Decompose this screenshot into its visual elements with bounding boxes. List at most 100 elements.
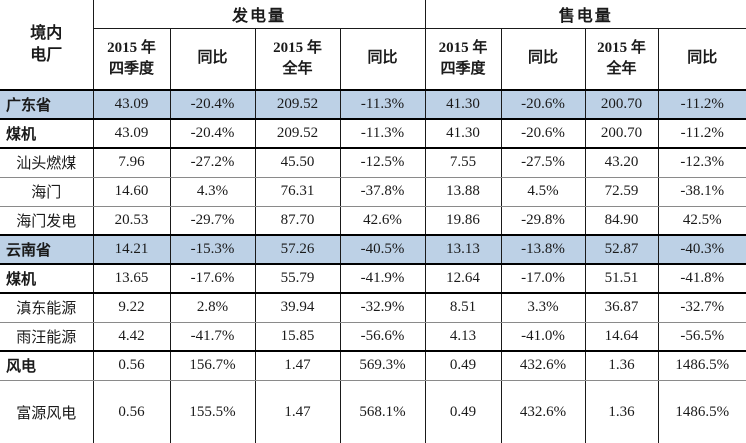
value-cell: 84.90 (585, 206, 659, 236)
value-cell: 76.31 (255, 177, 341, 207)
value-cell: 51.51 (585, 264, 659, 294)
value-cell: 45.50 (255, 148, 341, 178)
value-cell: 52.87 (585, 235, 659, 265)
value-cell: -56.6% (340, 322, 426, 352)
value-cell: 4.42 (93, 322, 171, 352)
value-cell: -38.1% (658, 177, 746, 207)
table-row-fuyuan-wind: 富源风电 0.56 155.5% 1.47 568.1% 0.49 432.6%… (0, 380, 746, 443)
value-cell: -15.3% (170, 235, 256, 265)
value-cell: -41.9% (340, 264, 426, 294)
value-cell: 209.52 (255, 90, 341, 120)
table-header-group-row: 境内 电厂 发电量 售电量 (0, 0, 746, 91)
value-cell: 42.6% (340, 206, 426, 236)
value-cell: 41.30 (425, 90, 502, 120)
row-label: 广东省 (0, 90, 94, 120)
value-cell: 200.70 (585, 119, 659, 149)
value-cell: 87.70 (255, 206, 341, 236)
value-cell: 155.5% (170, 380, 256, 443)
value-cell: 13.65 (93, 264, 171, 294)
value-cell: -20.6% (501, 90, 586, 120)
value-cell: -40.3% (658, 235, 746, 265)
value-cell: 2.8% (170, 293, 256, 323)
row-label: 海门 (0, 177, 94, 207)
column-header-sales-year: 2015 年 全年 (585, 28, 659, 91)
table-row-haimen: 海门 14.60 4.3% 76.31 -37.8% 13.88 4.5% 72… (0, 177, 746, 207)
value-cell: 12.64 (425, 264, 502, 294)
value-cell: 9.22 (93, 293, 171, 323)
row-label: 海门发电 (0, 206, 94, 236)
table-row-yunnan: 云南省 14.21 -15.3% 57.26 -40.5% 13.13 -13.… (0, 235, 746, 265)
value-cell: 209.52 (255, 119, 341, 149)
value-cell: -11.2% (658, 90, 746, 120)
column-header-sales-q4: 2015 年 四季度 (425, 28, 502, 91)
value-cell: -27.2% (170, 148, 256, 178)
value-cell: 4.5% (501, 177, 586, 207)
value-cell: 569.3% (340, 351, 426, 381)
value-cell: 43.20 (585, 148, 659, 178)
value-cell: -41.7% (170, 322, 256, 352)
table-row-shantou-coal: 汕头燃煤 7.96 -27.2% 45.50 -12.5% 7.55 -27.5… (0, 148, 746, 178)
value-cell: -29.8% (501, 206, 586, 236)
value-cell: 13.88 (425, 177, 502, 207)
value-cell: 72.59 (585, 177, 659, 207)
value-cell: 41.30 (425, 119, 502, 149)
table-row-coal-units-yn: 煤机 13.65 -17.6% 55.79 -41.9% 12.64 -17.0… (0, 264, 746, 294)
group-header-sales: 售电量 (425, 0, 746, 29)
value-cell: -32.9% (340, 293, 426, 323)
value-cell: 15.85 (255, 322, 341, 352)
value-cell: 42.5% (658, 206, 746, 236)
value-cell: -27.5% (501, 148, 586, 178)
value-cell: 14.64 (585, 322, 659, 352)
table-row-diandong-energy: 滇东能源 9.22 2.8% 39.94 -32.9% 8.51 3.3% 36… (0, 293, 746, 323)
value-cell: 0.49 (425, 351, 502, 381)
column-header-sales-q4-yoy: 同比 (501, 28, 586, 91)
row-label: 风电 (0, 351, 94, 381)
column-header-gen-year: 2015 年 全年 (255, 28, 341, 91)
value-cell: -12.3% (658, 148, 746, 178)
row-label: 雨汪能源 (0, 322, 94, 352)
table-row-guangdong: 广东省 43.09 -20.4% 209.52 -11.3% 41.30 -20… (0, 90, 746, 120)
value-cell: 57.26 (255, 235, 341, 265)
value-cell: 4.13 (425, 322, 502, 352)
value-cell: -20.6% (501, 119, 586, 149)
table-row-haimen-power: 海门发电 20.53 -29.7% 87.70 42.6% 19.86 -29.… (0, 206, 746, 236)
value-cell: -41.0% (501, 322, 586, 352)
value-cell: 13.13 (425, 235, 502, 265)
column-header-gen-q4: 2015 年 四季度 (93, 28, 171, 91)
table-row-yuwang-energy: 雨汪能源 4.42 -41.7% 15.85 -56.6% 4.13 -41.0… (0, 322, 746, 352)
value-cell: 19.86 (425, 206, 502, 236)
row-label: 汕头燃煤 (0, 148, 94, 178)
value-cell: -13.8% (501, 235, 586, 265)
row-label: 煤机 (0, 119, 94, 149)
value-cell: -11.2% (658, 119, 746, 149)
value-cell: -32.7% (658, 293, 746, 323)
value-cell: 156.7% (170, 351, 256, 381)
value-cell: 0.56 (93, 351, 171, 381)
value-cell: 432.6% (501, 351, 586, 381)
value-cell: 1.47 (255, 380, 341, 443)
value-cell: -11.3% (340, 90, 426, 120)
value-cell: 0.56 (93, 380, 171, 443)
value-cell: -41.8% (658, 264, 746, 294)
value-cell: 1.47 (255, 351, 341, 381)
table-row-wind-power: 风电 0.56 156.7% 1.47 569.3% 0.49 432.6% 1… (0, 351, 746, 381)
value-cell: 8.51 (425, 293, 502, 323)
value-cell: 14.60 (93, 177, 171, 207)
row-label: 滇东能源 (0, 293, 94, 323)
value-cell: 0.49 (425, 380, 502, 443)
value-cell: 7.96 (93, 148, 171, 178)
value-cell: -37.8% (340, 177, 426, 207)
value-cell: 4.3% (170, 177, 256, 207)
value-cell: 36.87 (585, 293, 659, 323)
value-cell: -20.4% (170, 90, 256, 120)
value-cell: 200.70 (585, 90, 659, 120)
column-header-gen-year-yoy: 同比 (340, 28, 426, 91)
value-cell: 55.79 (255, 264, 341, 294)
value-cell: 39.94 (255, 293, 341, 323)
value-cell: -29.7% (170, 206, 256, 236)
value-cell: 20.53 (93, 206, 171, 236)
value-cell: 1.36 (585, 351, 659, 381)
value-cell: 7.55 (425, 148, 502, 178)
value-cell: 568.1% (340, 380, 426, 443)
